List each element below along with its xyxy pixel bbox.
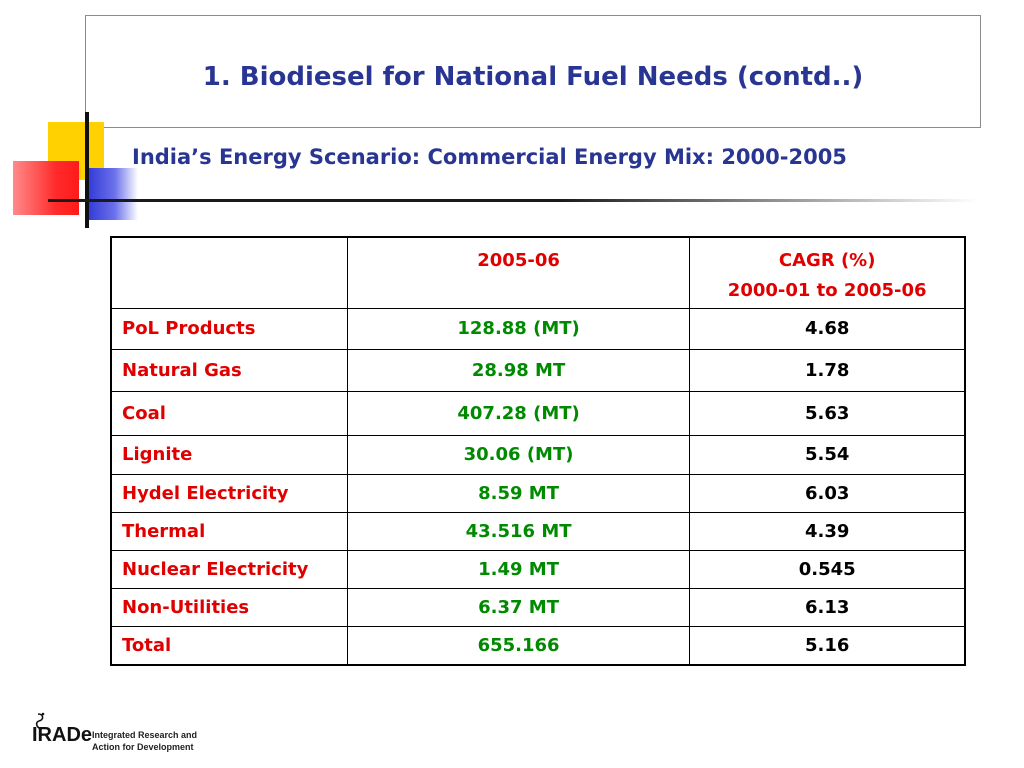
row-cagr: 5.54 [689,434,966,475]
logo-line-1: Integrated Research and [92,730,198,740]
table-row: Thermal 43.516 MT 4.39 [110,511,966,551]
row-cagr: 4.68 [689,307,966,350]
row-value: 30.06 (MT) [346,434,691,475]
irade-logo: IRADe Integrated Research and Action for… [32,712,202,756]
decor-red-square [13,161,79,215]
row-cagr: 5.16 [689,625,966,666]
row-cagr: 1.78 [689,348,966,392]
logo-swirl-icon [35,712,45,730]
row-value: 128.88 (MT) [346,307,691,350]
row-value: 8.59 MT [346,473,691,513]
logo-mark: IRADe [32,724,93,746]
table-row: Total 655.166 5.16 [110,625,966,666]
row-value: 407.28 (MT) [346,390,691,436]
logo-line-2: Action for Development [92,742,194,752]
table-header-row: 2005-06 CAGR (%) 2000-01 to 2005-06 [110,236,966,309]
row-label: Hydel Electricity [110,473,348,513]
header-cagr-label: CAGR (%) [778,250,876,271]
table-row: Nuclear Electricity 1.49 MT 0.545 [110,549,966,589]
row-cagr: 4.39 [689,511,966,551]
table-row: Lignite 30.06 (MT) 5.54 [110,434,966,475]
row-label: Total [110,625,348,666]
decor-vertical-line [85,112,89,228]
row-value: 1.49 MT [346,549,691,589]
row-cagr: 5.63 [689,390,966,436]
decor-blue-square [86,168,138,220]
row-value: 6.37 MT [346,587,691,627]
row-value: 43.516 MT [346,511,691,551]
row-label: Thermal [110,511,348,551]
header-2005-06: 2005-06 [346,236,691,309]
title-box: 1. Biodiesel for National Fuel Needs (co… [85,15,981,128]
row-label: Nuclear Electricity [110,549,348,589]
row-label: PoL Products [110,307,348,350]
row-cagr: 6.13 [689,587,966,627]
table-row: Non-Utilities 6.37 MT 6.13 [110,587,966,627]
header-cagr-period: 2000-01 to 2005-06 [727,280,927,301]
row-label: Natural Gas [110,348,348,392]
slide-title: 1. Biodiesel for National Fuel Needs (co… [202,62,864,92]
table-row: PoL Products 128.88 (MT) 4.68 [110,307,966,350]
row-cagr: 6.03 [689,473,966,513]
table-row: Hydel Electricity 8.59 MT 6.03 [110,473,966,513]
table-row: Coal 407.28 (MT) 5.63 [110,390,966,436]
decor-horizontal-line [48,199,978,202]
row-value: 655.166 [346,625,691,666]
row-cagr: 0.545 [689,549,966,589]
slide-subtitle: India’s Energy Scenario: Commercial Ener… [132,145,847,169]
header-empty [110,236,348,309]
table-row: Natural Gas 28.98 MT 1.78 [110,348,966,392]
row-label: Non-Utilities [110,587,348,627]
header-cagr: CAGR (%) 2000-01 to 2005-06 [689,236,966,309]
row-label: Coal [110,390,348,436]
row-label: Lignite [110,434,348,475]
row-value: 28.98 MT [346,348,691,392]
energy-mix-table: 2005-06 CAGR (%) 2000-01 to 2005-06 PoL … [110,236,966,666]
